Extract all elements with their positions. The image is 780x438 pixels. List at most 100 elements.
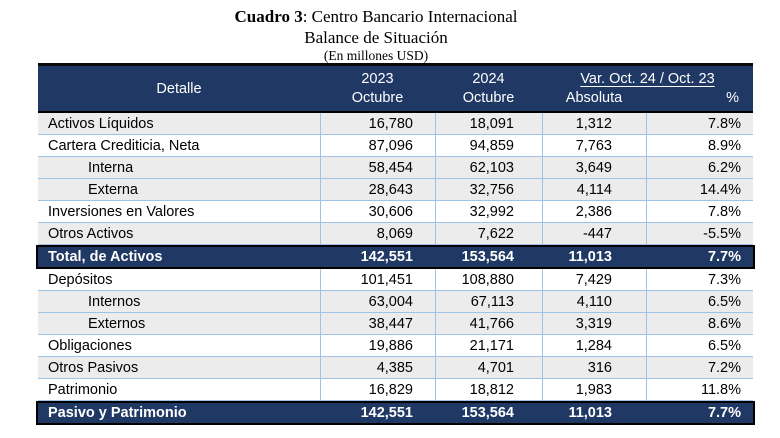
value-absoluta: 1,284 bbox=[542, 335, 646, 356]
row-label: Otros Activos bbox=[48, 225, 134, 242]
value-2023: 16,780 bbox=[320, 113, 435, 134]
value-2024: 21,171 bbox=[435, 335, 542, 356]
header-2023-year: 2023 bbox=[361, 70, 394, 87]
value-2024: 4,701 bbox=[435, 357, 542, 378]
header-variation-sub: Absoluta % bbox=[542, 90, 753, 106]
value-pct: 14.4% bbox=[646, 179, 753, 200]
table-row: Otros Pasivos 4,385 4,701 316 7.2% bbox=[38, 357, 753, 379]
value-2023: 8,069 bbox=[320, 223, 435, 244]
value-absoluta: -447 bbox=[542, 223, 646, 244]
header-2023: 2023 Octubre bbox=[320, 66, 435, 111]
value-2023: 30,606 bbox=[320, 201, 435, 222]
value-2023: 4,385 bbox=[320, 357, 435, 378]
table-row: Obligaciones 19,886 21,171 1,284 6.5% bbox=[38, 335, 753, 357]
value-pct: 7.2% bbox=[646, 357, 753, 378]
value-2024: 32,756 bbox=[435, 179, 542, 200]
value-pct: 7.8% bbox=[646, 201, 753, 222]
value-2024: 18,091 bbox=[435, 113, 542, 134]
value-absoluta: 11,013 bbox=[568, 249, 612, 265]
row-label: Internos bbox=[88, 293, 141, 310]
value-2023: 16,829 bbox=[320, 379, 435, 400]
row-label: Externa bbox=[88, 181, 138, 198]
value-2024: 62,103 bbox=[435, 157, 542, 178]
value-absoluta: 3,649 bbox=[542, 157, 646, 178]
header-detalle: Detalle bbox=[156, 80, 202, 97]
value-absoluta: 2,386 bbox=[542, 201, 646, 222]
value-2023: 87,096 bbox=[320, 135, 435, 156]
value-pct: -5.5% bbox=[646, 223, 753, 244]
value-absoluta: 7,429 bbox=[542, 269, 646, 290]
value-absoluta: 3,319 bbox=[542, 313, 646, 334]
row-label: Otros Pasivos bbox=[48, 359, 139, 376]
table-row: Internos 63,004 67,113 4,110 6.5% bbox=[38, 291, 753, 313]
value-pct: 7.7% bbox=[707, 249, 741, 265]
balance-table: Detalle 2023 Octubre 2024 Octubre Var. O… bbox=[36, 63, 755, 425]
value-2024: 153,564 bbox=[461, 405, 514, 421]
title-rest: : Centro Bancario Internacional bbox=[302, 7, 518, 26]
table-row: Patrimonio 16,829 18,812 1,983 11.8% bbox=[38, 379, 753, 401]
value-2023: 142,551 bbox=[360, 249, 413, 265]
value-2023: 28,643 bbox=[320, 179, 435, 200]
value-2024: 18,812 bbox=[435, 379, 542, 400]
value-absoluta: 316 bbox=[542, 357, 646, 378]
table-header-row: Detalle 2023 Octubre 2024 Octubre Var. O… bbox=[38, 66, 753, 113]
table-row: Cartera Crediticia, Neta 87,096 94,859 7… bbox=[38, 135, 753, 157]
row-label: Inversiones en Valores bbox=[48, 203, 195, 220]
value-pct: 6.2% bbox=[646, 157, 753, 178]
table-row: Activos Líquidos 16,780 18,091 1,312 7.8… bbox=[38, 113, 753, 135]
header-2024-month: Octubre bbox=[462, 90, 515, 107]
header-variation-group: Var. Oct. 24 / Oct. 23 Absoluta % bbox=[542, 66, 753, 111]
row-label: Interna bbox=[88, 159, 134, 176]
value-pct: 8.9% bbox=[646, 135, 753, 156]
row-label: Obligaciones bbox=[48, 337, 132, 354]
value-pct: 7.8% bbox=[646, 113, 753, 134]
value-2023: 101,451 bbox=[320, 269, 435, 290]
value-pct: 8.6% bbox=[646, 313, 753, 334]
value-2024: 153,564 bbox=[461, 249, 514, 265]
table-row: Interna 58,454 62,103 3,649 6.2% bbox=[38, 157, 753, 179]
value-pct: 7.7% bbox=[707, 405, 741, 421]
header-pct: % bbox=[726, 90, 739, 107]
row-label: Externos bbox=[88, 315, 146, 332]
header-absoluta: Absoluta bbox=[565, 90, 623, 107]
header-variation-title: Var. Oct. 24 / Oct. 23 bbox=[580, 70, 715, 87]
value-absoluta: 4,110 bbox=[542, 291, 646, 312]
value-pct: 6.5% bbox=[646, 291, 753, 312]
value-2024: 41,766 bbox=[435, 313, 542, 334]
value-pct: 11.8% bbox=[646, 379, 753, 400]
table-title-block: Cuadro 3: Centro Bancario Internacional … bbox=[0, 6, 752, 63]
title-line-2: Balance de Situación bbox=[304, 28, 448, 47]
title-cuadro-label: Cuadro 3 bbox=[234, 7, 303, 26]
value-absoluta: 11,013 bbox=[568, 405, 612, 421]
row-label: Activos Líquidos bbox=[48, 115, 154, 132]
table-row: Otros Activos 8,069 7,622 -447 -5.5% bbox=[38, 223, 753, 245]
value-absoluta: 4,114 bbox=[542, 179, 646, 200]
value-absoluta: 1,312 bbox=[542, 113, 646, 134]
title-line-1: Cuadro 3: Centro Bancario Internacional bbox=[0, 6, 752, 27]
row-label: Cartera Crediticia, Neta bbox=[48, 137, 200, 154]
value-2023: 63,004 bbox=[320, 291, 435, 312]
row-label: Depósitos bbox=[48, 271, 113, 288]
table-row: Total, de Activos 142,551 153,564 11,013… bbox=[36, 245, 755, 269]
header-2024-year: 2024 bbox=[472, 70, 505, 87]
value-2024: 108,880 bbox=[435, 269, 542, 290]
title-units: (En millones USD) bbox=[323, 48, 429, 63]
value-absoluta: 1,983 bbox=[542, 379, 646, 400]
value-pct: 6.5% bbox=[646, 335, 753, 356]
table-row: Externos 38,447 41,766 3,319 8.6% bbox=[38, 313, 753, 335]
value-2024: 32,992 bbox=[435, 201, 542, 222]
row-label: Patrimonio bbox=[48, 381, 118, 398]
row-label: Pasivo y Patrimonio bbox=[48, 405, 187, 421]
row-label: Total, de Activos bbox=[48, 249, 163, 265]
value-2023: 142,551 bbox=[360, 405, 413, 421]
table-row: Depósitos 101,451 108,880 7,429 7.3% bbox=[38, 269, 753, 291]
value-2024: 94,859 bbox=[435, 135, 542, 156]
value-2024: 7,622 bbox=[435, 223, 542, 244]
table-row: Externa 28,643 32,756 4,114 14.4% bbox=[38, 179, 753, 201]
table-body: Activos Líquidos 16,780 18,091 1,312 7.8… bbox=[36, 113, 755, 425]
value-2023: 38,447 bbox=[320, 313, 435, 334]
value-absoluta: 7,763 bbox=[542, 135, 646, 156]
value-2023: 19,886 bbox=[320, 335, 435, 356]
table-row: Inversiones en Valores 30,606 32,992 2,3… bbox=[38, 201, 753, 223]
